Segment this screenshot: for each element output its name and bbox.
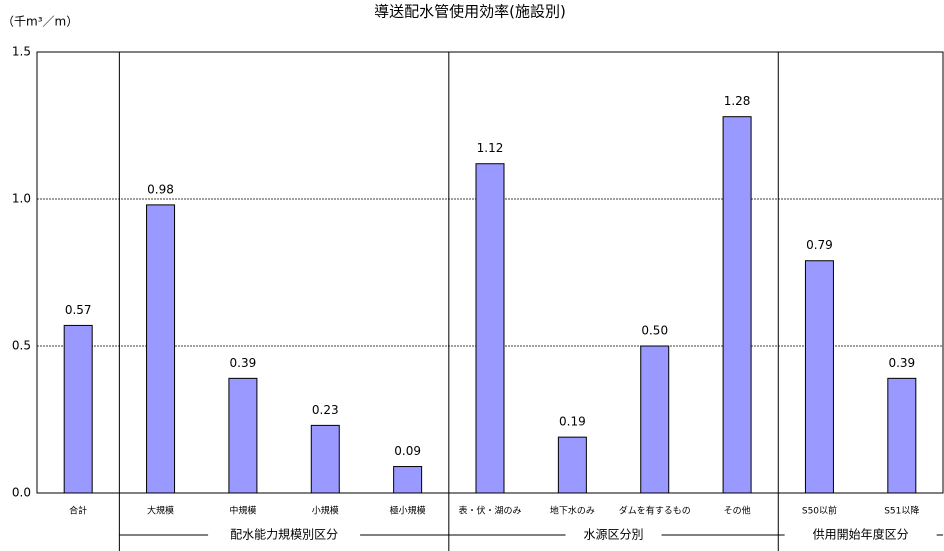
y-axis-label: （千m³／m） xyxy=(2,15,78,29)
x-tick-label: S50以前 xyxy=(802,505,837,517)
bar xyxy=(804,260,834,494)
x-tick-label: 地下水のみ xyxy=(550,505,595,517)
value-label: 0.23 xyxy=(312,403,339,417)
value-label: 0.98 xyxy=(147,182,174,196)
bar xyxy=(393,466,423,494)
value-label: 0.79 xyxy=(806,238,833,252)
y-tick-label: 0.5 xyxy=(12,339,31,353)
value-label: 0.39 xyxy=(230,356,257,370)
chart-title: 導送配水管使用効率(施設別) xyxy=(374,3,566,21)
bar xyxy=(887,377,917,494)
x-tick-label: その他 xyxy=(724,505,751,517)
value-label: 1.12 xyxy=(477,141,504,155)
value-label: 0.57 xyxy=(65,303,92,317)
bar xyxy=(475,163,505,494)
x-tick-label: 極小規模 xyxy=(390,505,426,517)
y-tick-label: 1.0 xyxy=(12,192,31,206)
x-tick-label: ダムを有するもの xyxy=(619,505,691,517)
x-tick-label: 合計 xyxy=(69,505,87,517)
bar xyxy=(640,345,670,494)
y-tick-label: 1.5 xyxy=(12,45,31,59)
value-label: 0.19 xyxy=(559,415,586,429)
bar xyxy=(228,377,258,494)
x-tick-label: 中規模 xyxy=(229,505,256,517)
value-label: 0.50 xyxy=(641,324,668,338)
bar xyxy=(310,424,340,494)
y-tick-label: 0.0 xyxy=(12,486,31,500)
value-label: 0.39 xyxy=(888,356,915,370)
group-label: 水源区分別 xyxy=(584,528,644,542)
x-tick-label: 小規模 xyxy=(312,506,339,517)
bar xyxy=(63,324,93,494)
bar xyxy=(722,116,752,494)
x-tick-label: S51以降 xyxy=(884,505,919,517)
x-tick-label: 大規模 xyxy=(147,505,174,517)
x-tick-label: 表・伏・湖のみ xyxy=(458,505,521,517)
group-label: 供用開始年度区分 xyxy=(813,527,909,542)
bar xyxy=(557,436,587,494)
bar xyxy=(146,204,176,494)
group-label: 配水能力規模別区分 xyxy=(230,527,338,542)
value-label: 0.09 xyxy=(394,444,421,458)
value-label: 1.28 xyxy=(724,94,751,108)
